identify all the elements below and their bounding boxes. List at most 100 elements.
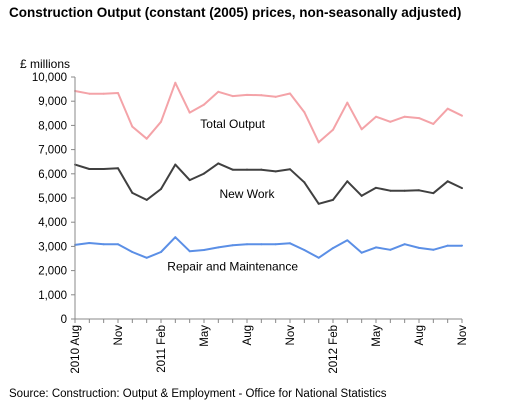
data-point bbox=[346, 239, 349, 242]
x-tick-label: 2010 Aug bbox=[70, 325, 82, 374]
data-point bbox=[332, 128, 334, 131]
y-ticks: 0 1,000 2,000 3,000 4,000 5,000 6,000 7,000 8,00… bbox=[32, 72, 75, 326]
data-point bbox=[289, 92, 291, 95]
data-point bbox=[188, 111, 191, 114]
series-label: Repair and Maintenance bbox=[167, 260, 298, 274]
data-point bbox=[88, 242, 91, 245]
data-point bbox=[446, 180, 449, 183]
data-point bbox=[88, 167, 91, 170]
chart-title: Construction Output (constant (2005) pri… bbox=[9, 5, 462, 20]
data-point bbox=[317, 202, 320, 205]
data-point bbox=[174, 236, 177, 239]
data-point bbox=[246, 168, 248, 171]
x-tick-label: Aug bbox=[242, 325, 254, 345]
x-tick-label: Aug bbox=[414, 325, 426, 345]
y-tick-label: 3,000 bbox=[38, 241, 67, 253]
data-point bbox=[432, 248, 435, 251]
data-point bbox=[117, 167, 119, 170]
series-label: Total Output bbox=[200, 117, 265, 131]
x-tick-label: Nov bbox=[457, 325, 469, 346]
data-point bbox=[102, 243, 105, 246]
data-point bbox=[418, 117, 420, 120]
series-labels: Total Output New Work Repair and Maintenan… bbox=[167, 117, 298, 274]
data-point bbox=[375, 115, 377, 118]
data-point bbox=[346, 101, 349, 104]
data-point bbox=[246, 243, 248, 246]
data-point bbox=[217, 90, 220, 93]
data-point bbox=[131, 250, 134, 253]
data-point bbox=[389, 189, 392, 192]
series-group bbox=[74, 81, 463, 259]
data-point bbox=[117, 91, 119, 94]
data-point bbox=[461, 114, 463, 117]
data-point bbox=[174, 81, 177, 84]
x-tick-label: 2011 Feb bbox=[156, 325, 168, 373]
y-tick-label: 0 bbox=[61, 314, 67, 326]
data-point bbox=[260, 243, 263, 246]
x-tick-label: Nov bbox=[113, 325, 125, 346]
data-point bbox=[160, 120, 162, 123]
data-point bbox=[188, 250, 191, 253]
series-line-1 bbox=[74, 162, 463, 205]
data-point bbox=[160, 250, 162, 253]
data-point bbox=[260, 94, 263, 97]
y-tick-label: 10,000 bbox=[32, 72, 67, 84]
series-label: New Work bbox=[219, 187, 275, 201]
y-tick-label: 5,000 bbox=[38, 193, 67, 205]
data-point bbox=[389, 248, 392, 251]
x-tick-label: 2012 Feb bbox=[328, 325, 340, 374]
data-point bbox=[418, 189, 420, 192]
data-point bbox=[231, 168, 234, 171]
y-tick-label: 9,000 bbox=[38, 96, 67, 108]
data-point bbox=[231, 244, 234, 247]
source-note: Source: Construction: Output & Employmen… bbox=[9, 388, 387, 400]
y-axis-label: £ millions bbox=[20, 57, 70, 71]
data-point bbox=[203, 172, 205, 175]
data-point bbox=[403, 189, 406, 192]
data-point bbox=[231, 95, 234, 98]
data-point bbox=[160, 188, 162, 191]
data-point bbox=[360, 251, 363, 254]
data-point bbox=[446, 107, 449, 110]
data-point bbox=[289, 242, 291, 245]
data-point bbox=[117, 243, 119, 246]
data-point bbox=[303, 181, 306, 184]
data-point bbox=[174, 163, 177, 166]
data-point bbox=[389, 120, 392, 123]
data-point bbox=[274, 243, 277, 246]
series-line-2 bbox=[74, 236, 462, 259]
data-point bbox=[403, 115, 406, 118]
data-point bbox=[432, 122, 435, 125]
data-point bbox=[303, 249, 306, 252]
data-point bbox=[375, 186, 377, 189]
data-point bbox=[432, 192, 435, 195]
x-tick-label: May bbox=[199, 325, 211, 347]
data-point bbox=[346, 180, 349, 183]
series-line-0 bbox=[74, 81, 463, 144]
data-point bbox=[332, 198, 334, 201]
data-point bbox=[88, 92, 91, 95]
data-point bbox=[203, 103, 205, 106]
data-point bbox=[188, 179, 191, 182]
data-point bbox=[418, 246, 420, 249]
data-point bbox=[274, 170, 277, 173]
y-tick-label: 6,000 bbox=[38, 169, 67, 181]
data-point bbox=[461, 187, 463, 190]
y-tick-label: 8,000 bbox=[38, 120, 67, 132]
data-point bbox=[131, 191, 134, 194]
data-point bbox=[102, 167, 105, 170]
data-point bbox=[375, 246, 377, 249]
data-point bbox=[102, 92, 105, 95]
data-point bbox=[274, 95, 277, 98]
data-point bbox=[303, 111, 306, 114]
data-point bbox=[317, 141, 320, 144]
data-point bbox=[145, 198, 148, 201]
y-tick-label: 4,000 bbox=[38, 217, 67, 229]
data-point bbox=[332, 247, 334, 250]
data-point bbox=[246, 93, 248, 96]
data-point bbox=[203, 249, 205, 252]
data-point bbox=[145, 256, 148, 259]
x-ticks: 2010 Aug Nov 2011 Feb May Aug Nov 2012 Feb May A… bbox=[70, 319, 469, 374]
data-point bbox=[260, 168, 263, 171]
